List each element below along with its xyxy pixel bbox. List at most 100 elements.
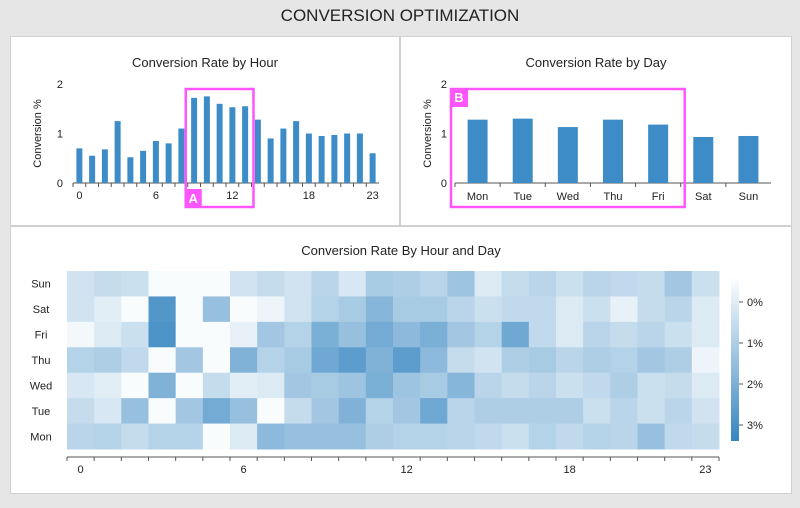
heatmap-cell (257, 296, 285, 323)
heatmap-cell (311, 296, 340, 323)
heatmap-cell (583, 296, 611, 323)
heatmap-cell (121, 398, 149, 425)
hour-bar (178, 128, 185, 183)
heatmap-cell (148, 321, 177, 348)
heatmap-cell (202, 398, 231, 425)
hour-bar (318, 135, 325, 183)
annotation-a-badge (184, 189, 202, 207)
heatmap-cell (474, 423, 503, 450)
heatmap-cell (202, 296, 231, 323)
heatmap-cell (230, 271, 258, 297)
heatmap-cell (664, 296, 693, 323)
heatmap-cell (501, 398, 530, 425)
heatmap-cell (393, 372, 421, 399)
hour-x-tick-label: 0 (76, 190, 82, 202)
annotation-b-box (449, 87, 686, 209)
heatmap-cell (257, 423, 285, 450)
heatmap-row-label: Fri (35, 330, 48, 342)
heatmap-cell (637, 347, 666, 374)
heatmap-cell (175, 423, 204, 450)
heatmap-cell (121, 372, 149, 399)
heatmap-cell (691, 372, 720, 399)
hour-bar (191, 97, 198, 183)
heatmap-cell (583, 271, 611, 297)
heatmap-cell (474, 398, 503, 425)
hour-bar (280, 128, 287, 183)
heatmap-cell (175, 398, 204, 425)
heatmap-cell (338, 372, 367, 399)
heatmap-cell (393, 271, 421, 297)
heatmap-cell (393, 423, 421, 450)
day-x-tick-label: Fri (652, 191, 665, 203)
heatmap-cell (148, 372, 177, 399)
heatmap-cell (175, 321, 204, 348)
heatmap-cell (365, 347, 394, 374)
heatmap-cell (637, 271, 666, 297)
heatmap-cell (664, 347, 693, 374)
heatmap-cell (556, 347, 584, 374)
day-bar (603, 119, 623, 183)
heatmap-cell (447, 347, 475, 374)
heatmap-cell (691, 347, 720, 374)
heatmap-cell (610, 423, 638, 450)
heatmap-cell (338, 296, 367, 323)
heatmap-legend-label: 3% (747, 420, 763, 432)
hour-chart-title: Conversion Rate by Hour (132, 55, 278, 70)
hour-x-tick-label: 18 (303, 190, 315, 202)
day-x-tick-label: Tue (513, 191, 532, 203)
annotation-a-box (184, 87, 255, 209)
heatmap-cell (230, 347, 258, 374)
hour-bar (229, 107, 236, 183)
hour-bar (127, 157, 134, 183)
heatmap-cell (556, 398, 584, 425)
hour-bar (76, 148, 83, 183)
heatmap-cell (67, 398, 95, 425)
heatmap-cell (121, 423, 149, 450)
heatmap-cell (610, 372, 638, 399)
heatmap-cell (420, 423, 448, 450)
annotation-b-badge (450, 88, 468, 107)
heatmap-panel: Conversion Rate By Hour and Day Sun Sat Fr… (10, 226, 792, 494)
heatmap-cell (691, 398, 720, 425)
heatmap-cell (175, 296, 204, 323)
heatmap-cell (447, 423, 475, 450)
heatmap-cell (121, 296, 149, 323)
heatmap-legend-label: 2% (747, 379, 763, 391)
heatmap-cell (501, 423, 530, 450)
heatmap-cell (230, 296, 258, 323)
hour-x-tick-label: 23 (367, 190, 379, 202)
annotation-b-label: B (454, 90, 463, 105)
heatmap-cell (501, 372, 530, 399)
heatmap-cell (148, 423, 177, 450)
heatmap-cell (528, 423, 557, 450)
heatmap-cell (67, 296, 95, 323)
heatmap-cell (338, 271, 367, 297)
heatmap-cell (637, 398, 666, 425)
hour-x-tick-label: 12 (226, 190, 238, 202)
heatmap-cell (501, 271, 530, 297)
heatmap-cell (230, 372, 258, 399)
heatmap-x-tick-label: 12 (400, 464, 412, 476)
heatmap-cell (202, 423, 231, 450)
day-bar (738, 135, 759, 183)
heatmap-cell (474, 372, 503, 399)
day-bar-chart: Conversion % 0 1 2 Mon Tue Wed Thu Fri Sat Sun B (422, 79, 771, 209)
heatmap-cell (420, 347, 448, 374)
heatmap-cell (501, 321, 530, 348)
heatmap-cell (284, 321, 312, 348)
hour-bar (242, 106, 249, 183)
heatmap-cell (284, 423, 312, 450)
hour-y-axis-label: Conversion % (32, 99, 44, 168)
heatmap-cell (284, 372, 312, 399)
heatmap-x-tick-label: 6 (241, 464, 247, 476)
day-y-tick-label: 1 (441, 129, 447, 141)
heatmap-cell (230, 398, 258, 425)
day-bar (467, 119, 488, 183)
heatmap-cell (121, 347, 149, 374)
heatmap-cell (637, 372, 666, 399)
heatmap-row-label: Sun (31, 279, 51, 291)
hour-bar (267, 138, 274, 183)
day-chart-title: Conversion Rate by Day (525, 55, 667, 70)
heatmap-cell (528, 296, 557, 323)
heatmap-cell (230, 321, 258, 348)
